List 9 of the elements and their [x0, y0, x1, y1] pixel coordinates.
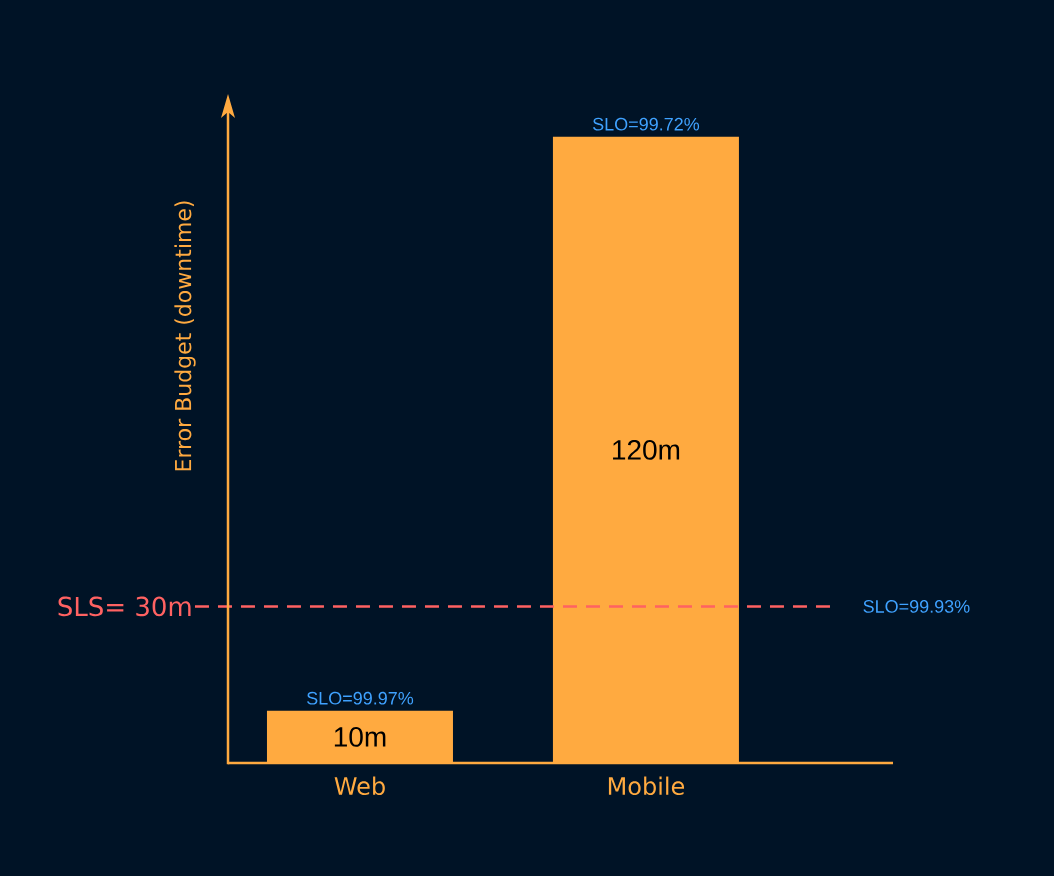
- data-label: 120m: [613, 439, 680, 460]
- y-axis-title: Error Budget (downtime): [174, 201, 196, 471]
- x-tick-label: Mobile: [608, 776, 685, 796]
- annotation: SLO=99.93%: [863, 600, 970, 613]
- data-label: 10m: [334, 727, 386, 747]
- annotation: SLO=99.97%: [307, 691, 414, 705]
- annotation: SLO=99.72%: [592, 117, 700, 131]
- x-tick-label: Web: [334, 776, 385, 796]
- ref-line-label: SLS= 30m: [58, 596, 191, 617]
